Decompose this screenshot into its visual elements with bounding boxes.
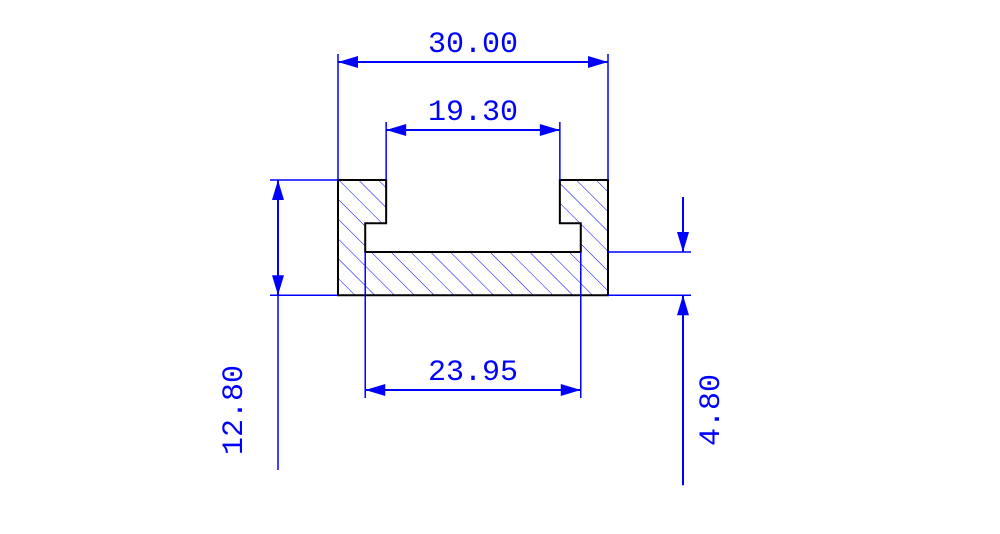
dim-arrow <box>272 180 284 200</box>
dim-text-slot-opening: 19.30 <box>428 96 518 130</box>
dim-text-floor: 4.80 <box>695 374 729 446</box>
dim-arrow <box>540 124 560 136</box>
dim-arrow <box>561 384 581 396</box>
dim-arrow <box>677 295 689 315</box>
dim-arrow <box>588 56 608 68</box>
engineering-drawing: 30.00 19.30 23.95 12.80 4.80 <box>0 0 1000 534</box>
dim-text-height: 12.80 <box>218 365 252 455</box>
dim-arrow <box>272 275 284 295</box>
dim-text-outer-width: 30.00 <box>428 28 518 62</box>
profile-section <box>338 180 608 295</box>
dim-arrow <box>365 384 385 396</box>
dim-arrow <box>338 56 358 68</box>
dim-arrow <box>677 232 689 252</box>
dim-text-slot-width: 23.95 <box>428 356 518 390</box>
dim-arrow <box>386 124 406 136</box>
